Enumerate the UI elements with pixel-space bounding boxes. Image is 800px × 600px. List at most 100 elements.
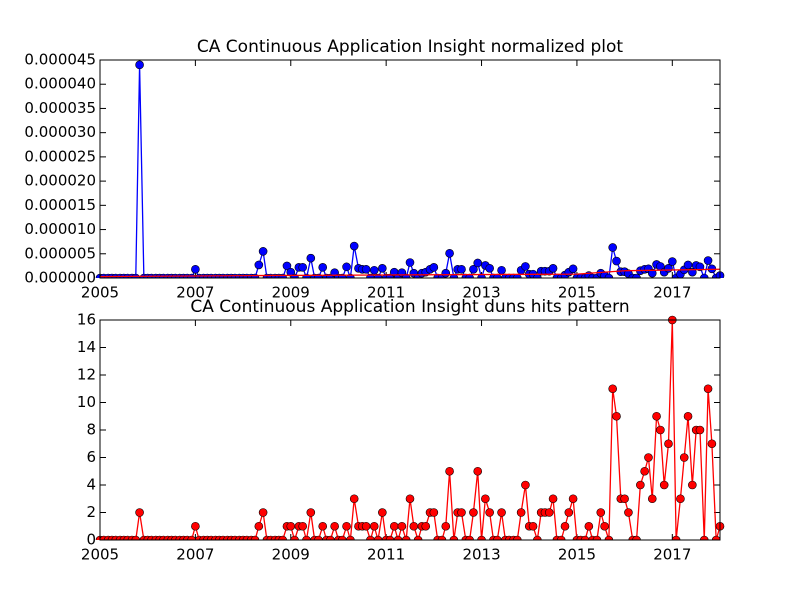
data-point — [254, 521, 264, 531]
y-tick-label: 14 — [77, 338, 96, 356]
data-point — [282, 261, 292, 271]
data-point — [405, 258, 415, 267]
data-point — [349, 494, 359, 504]
data-point — [584, 521, 594, 531]
data-point — [429, 508, 439, 517]
data-point — [254, 260, 264, 270]
x-tick-label: 2017 — [653, 546, 691, 564]
data-point — [290, 535, 299, 540]
data-point — [497, 265, 506, 275]
data-point — [342, 521, 351, 531]
data-point — [604, 535, 614, 540]
plot-frame — [99, 59, 721, 279]
data-point — [548, 264, 558, 273]
data-point — [469, 508, 478, 517]
x-tick-label: 2007 — [176, 284, 214, 302]
y-tick-label: 0.000020 — [24, 172, 96, 190]
y-tick-label: 4 — [86, 476, 96, 494]
data-point — [497, 508, 506, 517]
y-tick-label: 2 — [86, 503, 96, 521]
data-point — [409, 521, 419, 531]
data-point — [457, 264, 466, 274]
data-point — [449, 535, 459, 540]
data-line — [100, 319, 721, 540]
data-point — [191, 264, 200, 274]
y-tick-label: 0.000035 — [24, 99, 96, 117]
data-point — [564, 508, 574, 517]
data-point — [612, 411, 621, 421]
data-point — [521, 480, 530, 490]
data-point — [361, 264, 371, 274]
data-point — [258, 247, 268, 256]
data-point — [668, 257, 677, 266]
data-point — [397, 521, 407, 531]
data-point — [445, 466, 454, 476]
data-point — [342, 262, 351, 272]
data-point — [413, 535, 423, 540]
data-point — [369, 265, 379, 275]
data-point — [699, 273, 709, 278]
data-point — [135, 60, 144, 70]
data-point — [656, 425, 665, 435]
data-point — [703, 384, 713, 394]
data-point — [711, 535, 721, 540]
y-tick-label: 10 — [77, 393, 96, 411]
data-point — [457, 508, 466, 517]
data-point — [349, 241, 359, 251]
data-point — [556, 535, 566, 540]
data-point — [401, 535, 411, 540]
data-point — [612, 256, 621, 266]
data-point — [679, 453, 689, 462]
data-line — [99, 268, 721, 278]
data-point — [644, 453, 653, 462]
data-point — [683, 260, 693, 270]
data-point — [659, 480, 669, 490]
data-point — [477, 535, 486, 540]
data-point — [250, 535, 260, 540]
y-tick-label: 0 — [86, 531, 96, 549]
data-point — [699, 535, 709, 540]
data-point — [393, 535, 403, 540]
x-tick-label: 2013 — [462, 546, 500, 564]
data-point — [516, 508, 526, 517]
data-point — [306, 253, 316, 263]
y-tick-label: 12 — [77, 366, 96, 384]
data-point — [385, 535, 395, 540]
y-tick-label: 0.000045 — [24, 51, 96, 69]
data-point — [318, 521, 328, 531]
data-point — [560, 521, 570, 531]
data-point — [485, 508, 494, 517]
data-point — [695, 262, 705, 272]
data-point — [346, 535, 355, 540]
x-tick-label: 2011 — [367, 546, 405, 564]
data-point — [580, 535, 590, 540]
data-point — [131, 535, 141, 540]
y-tick-label: 0.000030 — [24, 123, 96, 141]
data-point — [640, 466, 649, 476]
data-point — [548, 494, 558, 504]
data-point — [600, 521, 609, 531]
y-tick-label: 16 — [77, 311, 96, 329]
data-point — [620, 494, 629, 504]
data-point — [187, 535, 196, 540]
y-tick-label: 0.000015 — [24, 196, 96, 214]
data-point — [465, 535, 474, 540]
x-tick-label: 2015 — [558, 546, 596, 564]
data-point — [592, 535, 602, 540]
x-tick-label: 2009 — [272, 546, 310, 564]
x-tick-label: 2017 — [653, 284, 691, 302]
x-tick-label: 2011 — [367, 284, 405, 302]
data-point — [441, 268, 451, 278]
data-point — [258, 508, 268, 517]
data-point — [513, 535, 522, 540]
data-point — [533, 535, 542, 540]
x-tick-label: 2013 — [462, 284, 500, 302]
data-point — [695, 425, 705, 435]
data-line — [100, 64, 721, 278]
data-point — [429, 263, 439, 272]
data-point — [632, 273, 641, 278]
data-point — [604, 273, 614, 278]
data-point — [676, 494, 685, 504]
